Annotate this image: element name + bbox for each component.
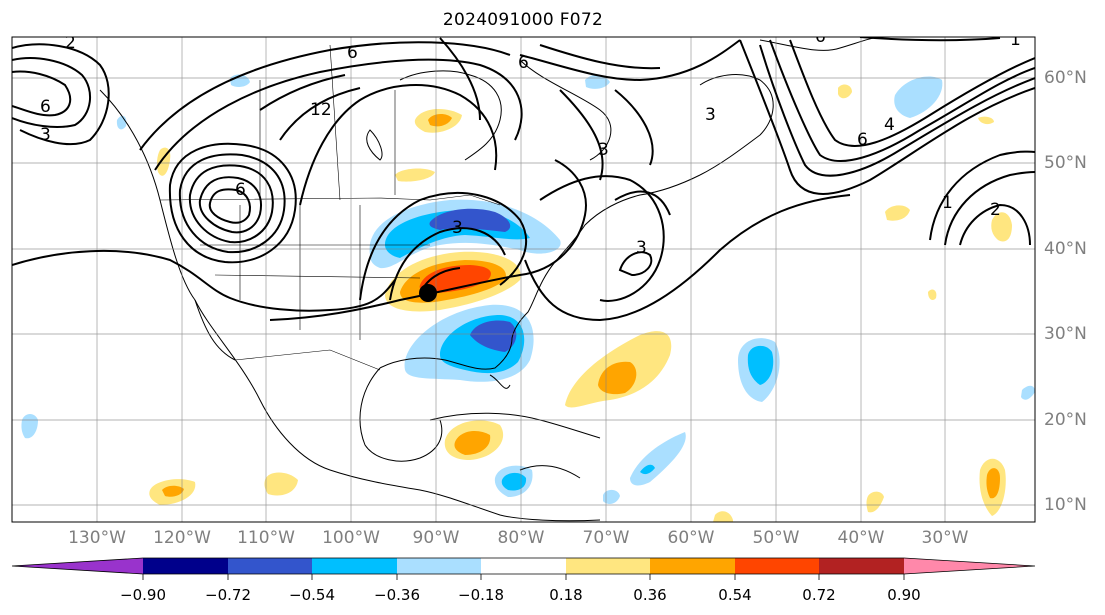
contour-label: 4 (884, 115, 895, 135)
lon-label: 90°W (412, 528, 460, 548)
contour-label: 3 (636, 238, 647, 258)
political-borders (159, 44, 501, 371)
contour-label: 1 (942, 193, 953, 213)
lon-label: 50°W (752, 528, 800, 548)
colorbar-max-arrow (904, 558, 1035, 574)
lat-label: 10°N (1044, 495, 1087, 515)
colorbar-tick-label: −0.18 (458, 586, 504, 604)
lon-label: 60°W (667, 528, 715, 548)
lat-label: 20°N (1044, 410, 1087, 430)
lon-label: 110°W (237, 528, 295, 548)
colorbar-tick-label: −0.36 (374, 586, 420, 604)
colorbar-tick-label: 0.72 (802, 586, 836, 604)
lon-label: 100°W (322, 528, 380, 548)
contour-label: 6 (815, 27, 826, 47)
contour-label: 6 (235, 180, 246, 200)
colorbar-tick-label: 0.18 (549, 586, 583, 604)
colorbar-segment (650, 558, 735, 574)
contour-label: 6 (518, 53, 529, 73)
colorbar-tick-label: −0.90 (120, 586, 166, 604)
lat-label: 30°N (1044, 324, 1087, 344)
contour-label: 3 (40, 125, 51, 145)
colorbar-tick-label: −0.54 (289, 586, 335, 604)
colorbar (11, 557, 1036, 580)
contour-label: 12 (310, 100, 332, 120)
colorbar-tick-label: 0.90 (887, 586, 921, 604)
colorbar-tick-label: 0.54 (718, 586, 752, 604)
colorbar-tick-label: 0.36 (633, 586, 667, 604)
contour-label: 2 (65, 33, 76, 53)
contour-label: 2 (990, 200, 1001, 220)
lon-label: 130°W (68, 528, 126, 548)
colorbar-segment (228, 558, 312, 574)
colorbar-segment (143, 558, 228, 574)
shaded-anomalies (21, 74, 1035, 522)
colorbar-segment (735, 558, 819, 574)
colorbar-segment (312, 558, 397, 574)
colorbar-segment (819, 558, 904, 574)
contour-label: 6 (857, 130, 868, 150)
contour-label: 3 (705, 105, 716, 125)
contour-lines (12, 37, 1035, 322)
plot-title: 2024091000 F072 (442, 10, 604, 30)
lon-label: 120°W (153, 528, 211, 548)
colorbar-tick-label: −0.72 (205, 586, 251, 604)
gridlines (12, 37, 1035, 522)
colorbar-segment (481, 558, 566, 574)
lon-label: 30°W (921, 528, 969, 548)
colorbar-min-arrow (12, 558, 143, 574)
lat-label: 50°N (1044, 153, 1087, 173)
contour-label: 3 (452, 218, 463, 238)
lon-label: 80°W (497, 528, 545, 548)
contour-label: 1 (1010, 30, 1021, 50)
map-border (11, 36, 1036, 523)
contour-label: 3 (598, 140, 609, 160)
lat-label: 40°N (1044, 239, 1087, 259)
storm-center-marker (419, 284, 437, 302)
lon-label: 40°W (837, 528, 885, 548)
contour-label: 6 (40, 97, 51, 117)
lon-label: 70°W (582, 528, 630, 548)
lat-label: 60°N (1044, 68, 1087, 88)
contour-labels: 6 12 3 6 6 3 3 6 1 2 6 3 4 3 6 2 1 (40, 27, 1021, 258)
colorbar-segment (397, 558, 481, 574)
colorbar-segment (566, 558, 650, 574)
contour-label: 6 (347, 43, 358, 63)
